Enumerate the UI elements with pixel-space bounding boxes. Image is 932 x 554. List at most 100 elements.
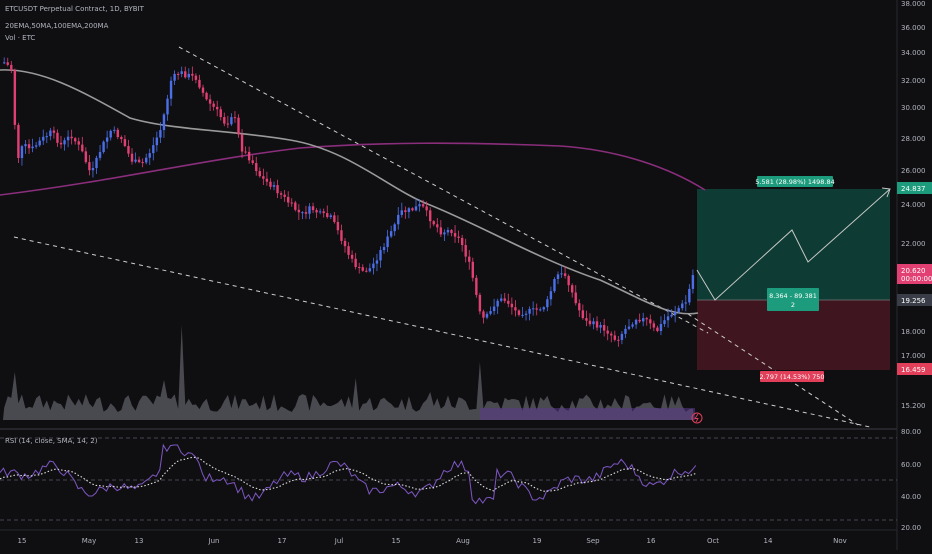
candle-body	[230, 117, 233, 125]
candle-body	[606, 330, 609, 334]
candle-body	[311, 206, 315, 211]
candle-body	[521, 314, 524, 316]
candle-body	[347, 246, 350, 255]
candle-body	[31, 146, 34, 149]
candle-body	[265, 178, 269, 182]
time-tick-label: 19	[533, 537, 542, 545]
time-tick-label: Jul	[334, 537, 344, 545]
candle-body	[634, 319, 638, 325]
rsi-tick-label: 20.00	[901, 524, 921, 532]
candle-body	[656, 327, 659, 332]
candle-body	[287, 196, 290, 203]
candle-body	[251, 160, 254, 164]
price-tick-label: 38.000	[901, 0, 926, 8]
projection-path[interactable]	[696, 188, 891, 301]
candle-body	[233, 117, 237, 119]
candle-body	[354, 258, 357, 268]
candle-body	[63, 140, 66, 145]
candle-body	[546, 299, 549, 308]
candle-body	[134, 159, 137, 162]
candle-body	[212, 103, 215, 107]
rsi-tick-label: 60.00	[901, 461, 921, 469]
candle-body	[152, 145, 155, 154]
mid-ma-line[interactable]	[0, 69, 699, 315]
candle-body	[180, 71, 183, 75]
long-ma-line[interactable]	[0, 142, 706, 196]
candle-body	[191, 73, 194, 76]
candle-body	[492, 306, 496, 312]
stop-price-tag: 16.459	[897, 363, 932, 375]
chart-title[interactable]: ETCUSDT Perpetual Contract, 1D, BYBIT	[5, 5, 144, 13]
candle-body	[588, 320, 592, 325]
candle-body	[240, 134, 244, 152]
volume-legend[interactable]: Vol · ETC	[5, 34, 36, 42]
price-tick-label: 17.000	[901, 352, 926, 360]
candle-body	[116, 129, 119, 138]
candle-body	[350, 254, 354, 259]
candle-body	[141, 162, 144, 164]
lightning-icon[interactable]	[691, 412, 703, 424]
rsi-line[interactable]	[0, 443, 697, 505]
candle-body	[457, 236, 460, 238]
candle-body	[365, 270, 368, 272]
candle-body	[471, 261, 474, 278]
candle-body	[88, 162, 91, 171]
candle-body	[361, 267, 364, 271]
candle-body	[3, 62, 6, 64]
candle-body	[429, 210, 432, 222]
target-price-tag: 24.837	[897, 182, 932, 194]
candle-body	[489, 311, 492, 314]
candle-body	[20, 146, 24, 159]
candle-body	[98, 152, 102, 158]
candle-body	[340, 230, 343, 241]
candle-body	[677, 308, 680, 312]
entry-label-box[interactable]: 8.364 - 89.381 2	[767, 288, 819, 311]
candle-body	[258, 171, 261, 177]
candle-body	[563, 273, 567, 276]
time-tick-label: Nov	[833, 537, 847, 545]
indicators-legend[interactable]: 20EMA,50MA,100EMA,200MA	[5, 22, 109, 30]
candle-body	[42, 136, 45, 141]
entry-price-tag: 19.256	[897, 294, 932, 306]
candle-body	[333, 215, 336, 222]
position-profit-zone[interactable]	[697, 189, 890, 300]
upper-trendline-extension[interactable]	[687, 313, 859, 426]
candle-body	[301, 212, 304, 214]
candle-body	[162, 114, 166, 131]
current-price-countdown: 00:00:00	[901, 275, 932, 283]
time-axis[interactable]: 15 May 13 Jun 17 Jul 15 Aug 19 Sep 16 Oct 14 Nov	[18, 537, 847, 545]
candle-body	[379, 250, 382, 261]
candle-body	[574, 292, 577, 304]
rsi-label[interactable]: RSI (14, close, SMA, 14, 2)	[5, 437, 98, 445]
candle-body	[425, 206, 428, 211]
candle-body	[602, 325, 606, 331]
candle-body	[436, 224, 439, 228]
candle-body	[247, 151, 251, 161]
position-loss-zone[interactable]	[697, 300, 890, 370]
candle-body	[503, 298, 506, 301]
candle-body	[77, 141, 80, 145]
candle-body	[272, 185, 276, 187]
entry-label-1: 8.364 - 89.381	[769, 292, 817, 300]
stop-label-box[interactable]: 2.797 (14.53%) 750	[759, 371, 825, 382]
candle-body	[52, 130, 56, 133]
time-tick-label: 15	[18, 537, 27, 545]
candle-body	[620, 333, 624, 340]
candle-body	[549, 291, 553, 300]
candle-body	[84, 151, 88, 163]
candle-body	[315, 210, 318, 213]
candle-body	[475, 277, 478, 295]
candle-body	[38, 140, 41, 146]
candle-body	[446, 229, 450, 233]
target-label-box[interactable]: 5.581 (28.98%) 1498.84	[755, 176, 835, 187]
lower-trendline[interactable]	[13, 236, 871, 428]
candle-body	[255, 163, 258, 172]
candle-body	[389, 231, 393, 237]
entry-price-text: 19.256	[901, 297, 926, 305]
candlesticks[interactable]	[3, 57, 695, 347]
candle-body	[535, 308, 538, 310]
time-tick-label: 13	[135, 537, 144, 545]
candle-body	[638, 319, 641, 322]
